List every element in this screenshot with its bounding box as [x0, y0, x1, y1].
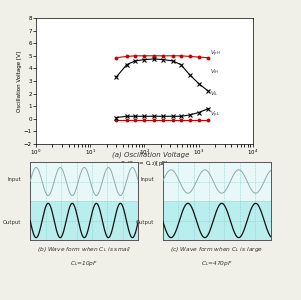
Text: (a) Oscillation Voltage: (a) Oscillation Voltage [112, 152, 189, 158]
Text: C$_L$=470pF: C$_L$=470pF [201, 260, 233, 268]
Bar [30, 201, 138, 240]
X-axis label: C$_L$(C$_{L1}$ = C$_{L2}$)[pF]: C$_L$(C$_{L1}$ = C$_{L2}$)[pF] [120, 159, 169, 168]
Text: Input: Input [140, 177, 154, 182]
Text: Input: Input [8, 177, 21, 182]
Text: $V_{pL}$: $V_{pL}$ [210, 110, 220, 120]
Bar [163, 201, 271, 240]
Text: C$_L$=10pF: C$_L$=10pF [70, 260, 98, 268]
Text: $V_{iL}$: $V_{iL}$ [210, 89, 219, 98]
Text: $V_{pH}$: $V_{pH}$ [210, 49, 221, 59]
Text: (c) Wave form when C$_L$ is large: (c) Wave form when C$_L$ is large [170, 244, 263, 253]
Text: (b) Wave form when C$_L$ is small: (b) Wave form when C$_L$ is small [37, 244, 132, 253]
Text: Output: Output [135, 220, 154, 225]
Text: $V_{iH}$: $V_{iH}$ [210, 68, 219, 76]
Text: Output: Output [3, 220, 21, 225]
Y-axis label: Oscillation Voltage [V]: Oscillation Voltage [V] [17, 50, 23, 112]
